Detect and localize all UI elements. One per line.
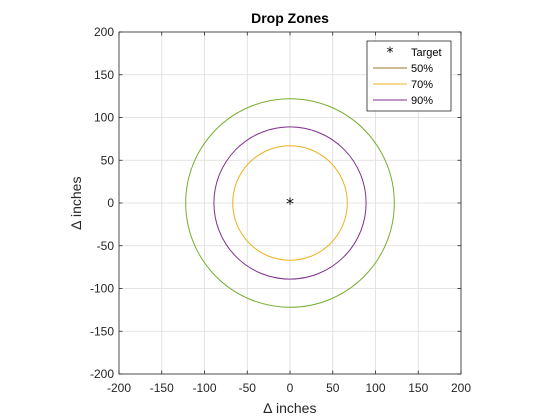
drop-zone-circles [185,98,395,308]
x-tick-label: -150 [150,381,174,395]
y-tick-label: -50 [97,239,115,253]
drop-zone-circle-90-percent [185,98,395,308]
x-tick-label: -100 [192,381,216,395]
x-axis-label: ∆ inches [264,400,317,416]
drop-zone-circle-70-percent [213,126,367,280]
y-tick-label: 0 [107,196,114,210]
x-tick-label: -50 [239,381,257,395]
y-tick-label: -150 [90,324,114,338]
legend-label: 90% [411,95,433,107]
legend-label: 70% [411,79,433,91]
legend-box [366,40,452,112]
legend-label: Target [411,47,442,59]
chart-title: Drop Zones [251,10,329,26]
x-tick-label: 50 [326,381,340,395]
y-tick-label: -100 [90,282,114,296]
legend: * Target 50% 70% 90% [366,40,452,112]
drop-zone-circle-50-percent [232,145,348,261]
y-tick-label: 200 [94,25,114,39]
y-axis: -200 -150 -100 -50 0 50 100 150 200 [90,25,461,381]
legend-label: 50% [411,63,433,75]
y-tick-label: 50 [101,153,115,167]
target-marker-group: * [286,194,294,213]
x-tick-label: 200 [451,381,471,395]
legend-marker: * [387,45,394,61]
x-tick-label: 0 [287,381,294,395]
x-axis: -200 -150 -100 -50 0 50 100 150 200 [107,32,471,395]
y-axis-label: ∆ inches [68,177,84,230]
y-tick-label: 100 [94,111,114,125]
x-tick-label: 150 [408,381,428,395]
x-tick-label: -200 [107,381,131,395]
target-marker: * [286,194,294,213]
y-tick-label: -200 [90,367,114,381]
x-tick-label: 100 [365,381,385,395]
y-tick-label: 150 [94,68,114,82]
